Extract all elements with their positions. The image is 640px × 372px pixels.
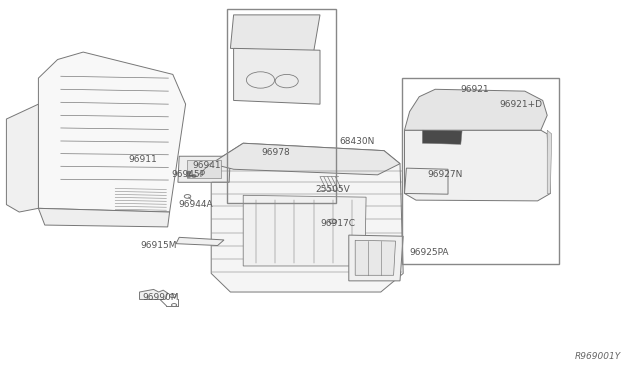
Polygon shape — [243, 195, 366, 266]
Bar — [402, 78, 559, 264]
Text: 96941: 96941 — [192, 161, 221, 170]
Polygon shape — [176, 237, 224, 246]
Polygon shape — [211, 143, 400, 175]
Text: R969001Y: R969001Y — [575, 352, 621, 361]
Text: 96927N: 96927N — [428, 170, 463, 179]
Polygon shape — [230, 15, 320, 52]
Polygon shape — [404, 89, 547, 130]
Polygon shape — [6, 104, 38, 212]
Text: 96944A: 96944A — [178, 200, 212, 209]
Circle shape — [329, 219, 337, 224]
Text: 68430N: 68430N — [339, 137, 374, 146]
Bar — [227, 9, 336, 203]
Polygon shape — [422, 130, 462, 144]
Polygon shape — [355, 240, 396, 275]
Polygon shape — [38, 52, 186, 212]
Polygon shape — [404, 130, 550, 201]
Polygon shape — [38, 208, 170, 227]
Polygon shape — [211, 143, 403, 292]
Polygon shape — [404, 168, 448, 194]
Text: 96921+D: 96921+D — [499, 100, 542, 109]
Text: 25505V: 25505V — [315, 185, 349, 194]
Polygon shape — [140, 289, 168, 299]
Text: 96911: 96911 — [128, 155, 157, 164]
Circle shape — [187, 175, 191, 177]
Text: 96925PA: 96925PA — [410, 248, 449, 257]
Text: 96915M: 96915M — [141, 241, 177, 250]
Text: 96921: 96921 — [461, 85, 490, 94]
Polygon shape — [178, 156, 230, 182]
Circle shape — [187, 171, 191, 174]
Polygon shape — [349, 235, 403, 281]
Polygon shape — [234, 48, 320, 104]
Circle shape — [192, 175, 196, 177]
Polygon shape — [547, 130, 552, 193]
Polygon shape — [187, 160, 221, 178]
Text: 96945P: 96945P — [172, 170, 205, 179]
Text: 96978: 96978 — [261, 148, 290, 157]
Text: 96917C: 96917C — [320, 219, 355, 228]
Text: 96990M: 96990M — [142, 293, 179, 302]
